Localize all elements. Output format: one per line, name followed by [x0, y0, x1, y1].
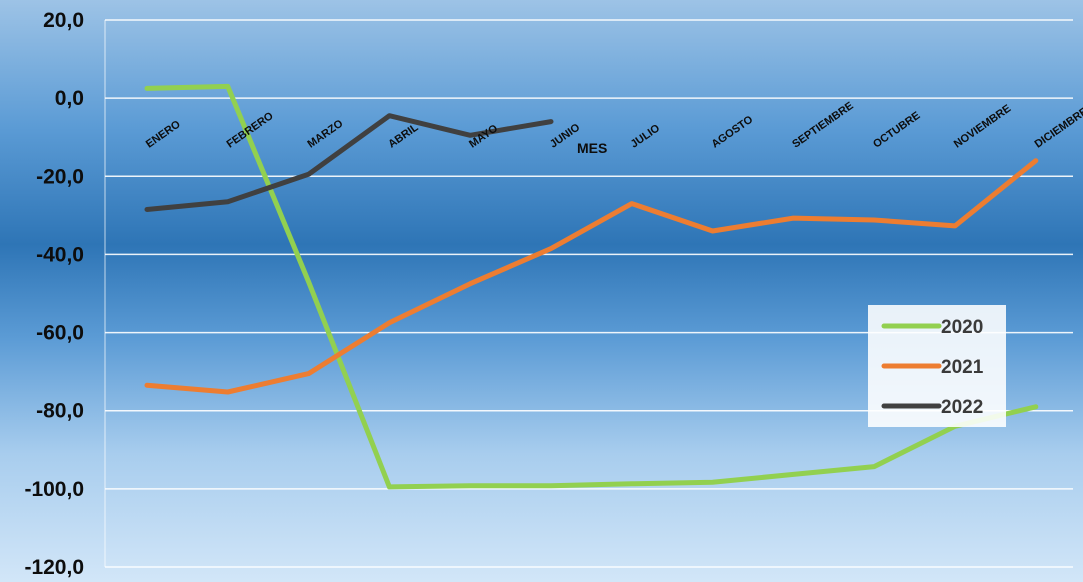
legend-label-2022: 2022 [941, 397, 983, 418]
x-tick-label: SEPTIEMBRE [790, 100, 855, 151]
x-axis-label: MES [577, 140, 607, 156]
series-line-2020 [144, 83, 1039, 490]
y-tick-label: -120,0 [24, 556, 84, 579]
y-tick-label: -40,0 [36, 243, 84, 266]
x-tick-label: AGOSTO [709, 113, 755, 150]
series-line-2022 [144, 113, 554, 212]
x-tick-label: JULIO [629, 122, 663, 151]
x-tick-label: OCTUBRE [871, 110, 922, 151]
legend: 2020 2021 2022 [868, 305, 1006, 427]
y-tick-label: 0,0 [55, 87, 84, 110]
x-tick-label: ENERO [144, 118, 183, 151]
x-tick-label: MAYO [467, 122, 500, 150]
x-axis-tick-labels: ENERO FEBRERO MARZO ABRIL MAYO JUNIO JULIO AGOS… [144, 100, 1083, 151]
y-tick-label: -60,0 [36, 322, 84, 345]
y-tick-label: -100,0 [24, 478, 84, 501]
x-tick-label: MARZO [305, 117, 345, 150]
series-lines [144, 83, 1039, 490]
x-tick-label: ABRIL [386, 121, 421, 150]
legend-label-2020: 2020 [941, 317, 983, 338]
series-line-2021 [144, 158, 1039, 395]
y-tick-label: -20,0 [36, 165, 84, 188]
legend-label-2021: 2021 [941, 357, 984, 378]
x-tick-label: DICIEMBRE [1033, 105, 1083, 150]
y-tick-label: 20,0 [43, 9, 84, 32]
y-tick-label: -80,0 [36, 400, 84, 423]
x-tick-label: NOVIEMBRE [952, 103, 1013, 151]
y-axis-tick-labels: 20,0 0,0 -20,0 -40,0 -60,0 -80,0 -100,0 -120,0 [24, 9, 84, 579]
